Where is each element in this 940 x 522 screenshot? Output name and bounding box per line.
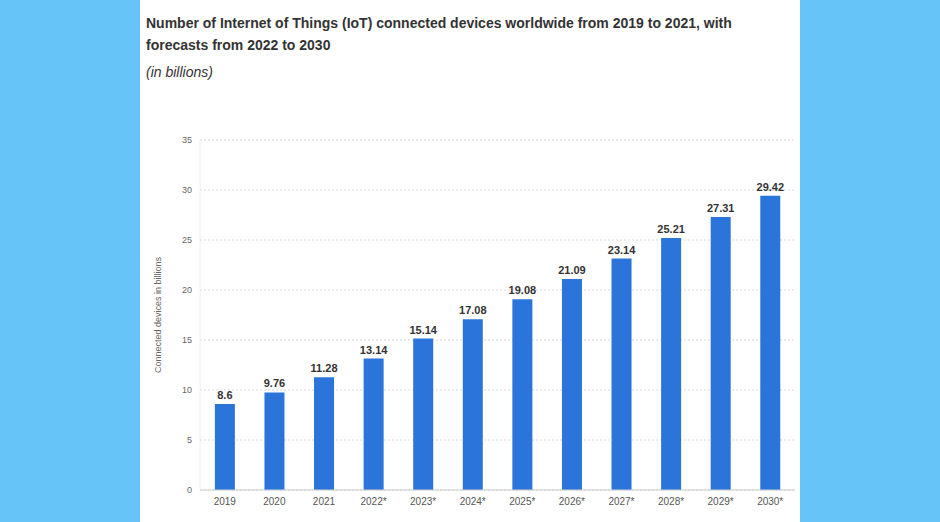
svg-text:0: 0: [187, 485, 192, 495]
svg-text:35: 35: [182, 135, 192, 145]
svg-text:2023*: 2023*: [410, 496, 436, 507]
svg-text:30: 30: [182, 185, 192, 195]
svg-text:9.76: 9.76: [264, 377, 285, 389]
svg-text:21.09: 21.09: [558, 264, 586, 276]
svg-text:11.28: 11.28: [311, 362, 338, 374]
svg-text:15.14: 15.14: [409, 324, 437, 336]
svg-text:15: 15: [182, 335, 192, 345]
svg-text:10: 10: [182, 385, 192, 395]
svg-text:2029*: 2029*: [708, 496, 734, 507]
svg-text:2026*: 2026*: [559, 496, 585, 507]
svg-text:27.31: 27.31: [707, 202, 735, 214]
html-text:Number of Internet of Things (: Number of Internet of Things (IoT) conne…: [146, 15, 732, 53]
svg-text:Connected devices in billions: Connected devices in billions: [153, 256, 163, 373]
svg-text:2030*: 2030*: [757, 496, 783, 507]
svg-text:2019: 2019: [214, 496, 237, 507]
svg-text:2025*: 2025*: [509, 496, 535, 507]
svg-text:23.14: 23.14: [608, 244, 636, 256]
svg-text:19.08: 19.08: [509, 284, 537, 296]
svg-text:2022*: 2022*: [360, 496, 386, 507]
svg-text:8.6: 8.6: [217, 389, 232, 401]
svg-text:29.42: 29.42: [757, 181, 785, 193]
svg-text:13.14: 13.14: [360, 344, 388, 356]
svg-text:5: 5: [187, 435, 192, 445]
svg-text:2020: 2020: [263, 496, 286, 507]
svg-text:25.21: 25.21: [657, 223, 685, 235]
html-text:(in billions): (in billions): [146, 64, 213, 80]
svg-text:25: 25: [182, 235, 192, 245]
svg-text:20: 20: [182, 285, 192, 295]
svg-text:2021: 2021: [313, 496, 336, 507]
svg-text:17.08: 17.08: [459, 304, 487, 316]
svg-text:2028*: 2028*: [658, 496, 684, 507]
svg-text:2024*: 2024*: [460, 496, 486, 507]
svg-text:2027*: 2027*: [608, 496, 634, 507]
